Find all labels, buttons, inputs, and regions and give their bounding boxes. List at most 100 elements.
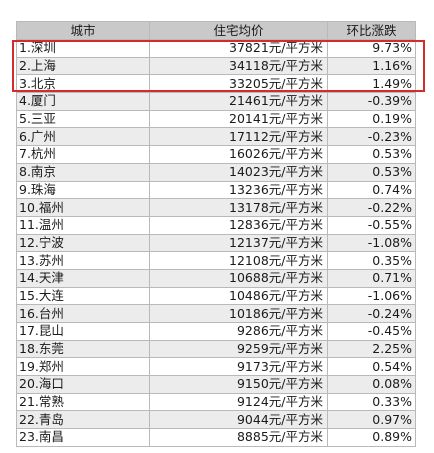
price-table-container: 城市 住宅均价 环比涨跌 1.深圳 37821元/平方米 9.73% 2.上海 3411… (16, 21, 416, 447)
header-city: 城市 (16, 21, 150, 40)
change-cell: 0.53% (327, 162, 416, 182)
table-row: 10.福州 13178元/平方米 -0.22% (16, 198, 416, 217)
change-cell: 0.54% (327, 357, 416, 377)
change-cell: -1.08% (327, 233, 416, 253)
change-cell: -0.23% (327, 127, 416, 147)
table-row: 2.上海 34118元/平方米 1.16% (16, 56, 416, 76)
table-row: 20.海口 9150元/平方米 0.08% (16, 375, 416, 394)
table-header: 城市 住宅均价 环比涨跌 (16, 21, 416, 40)
city-cell: 10.福州 (16, 198, 150, 217)
price-cell: 9150元/平方米 (149, 375, 328, 394)
city-cell: 14.天津 (16, 268, 150, 288)
table-row: 21.常熟 9124元/平方米 0.33% (16, 392, 416, 412)
city-cell: 13.苏州 (16, 251, 150, 270)
change-cell: 0.33% (327, 392, 416, 412)
change-cell: 9.73% (327, 39, 416, 58)
city-cell: 15.大连 (16, 286, 150, 306)
price-cell: 14023元/平方米 (149, 162, 328, 182)
change-cell: -0.22% (327, 198, 416, 217)
city-cell: 16.台州 (16, 304, 150, 323)
table-row: 16.台州 10186元/平方米 -0.24% (16, 304, 416, 323)
table-row: 9.珠海 13236元/平方米 0.74% (16, 180, 416, 200)
table-row: 5.三亚 20141元/平方米 0.19% (16, 109, 416, 129)
price-cell: 37821元/平方米 (149, 39, 328, 58)
change-cell: -1.06% (327, 286, 416, 306)
price-cell: 13236元/平方米 (149, 180, 328, 200)
city-cell: 11.温州 (16, 215, 150, 235)
table-row: 8.南京 14023元/平方米 0.53% (16, 162, 416, 182)
change-cell: -0.45% (327, 322, 416, 341)
city-cell: 4.厦门 (16, 92, 150, 111)
city-cell: 7.杭州 (16, 145, 150, 164)
housing-price-table: 城市 住宅均价 环比涨跌 1.深圳 37821元/平方米 9.73% 2.上海 3411… (16, 21, 416, 447)
change-cell: 0.71% (327, 268, 416, 288)
price-cell: 12137元/平方米 (149, 233, 328, 253)
table-row: 11.温州 12836元/平方米 -0.55% (16, 215, 416, 235)
change-cell: 1.49% (327, 74, 416, 94)
table-row: 15.大连 10486元/平方米 -1.06% (16, 286, 416, 306)
price-cell: 17112元/平方米 (149, 127, 328, 147)
change-cell: 0.35% (327, 251, 416, 270)
city-cell: 3.北京 (16, 74, 150, 94)
price-cell: 9259元/平方米 (149, 339, 328, 359)
table-row: 14.天津 10688元/平方米 0.71% (16, 268, 416, 288)
price-cell: 10186元/平方米 (149, 304, 328, 323)
city-cell: 9.珠海 (16, 180, 150, 200)
change-cell: 0.97% (327, 410, 416, 430)
price-cell: 33205元/平方米 (149, 74, 328, 94)
city-cell: 5.三亚 (16, 109, 150, 129)
price-cell: 9286元/平方米 (149, 322, 328, 341)
table-row: 23.南昌 8885元/平方米 0.89% (16, 428, 416, 447)
table-row: 6.广州 17112元/平方米 -0.23% (16, 127, 416, 147)
table-row: 12.宁波 12137元/平方米 -1.08% (16, 233, 416, 253)
change-cell: 0.19% (327, 109, 416, 129)
city-cell: 1.深圳 (16, 39, 150, 58)
city-cell: 23.南昌 (16, 428, 150, 447)
price-cell: 34118元/平方米 (149, 56, 328, 76)
city-cell: 20.海口 (16, 375, 150, 394)
table-row: 22.青岛 9044元/平方米 0.97% (16, 410, 416, 430)
table-body: 1.深圳 37821元/平方米 9.73% 2.上海 34118元/平方米 1.16% 3.… (16, 39, 416, 447)
price-cell: 9173元/平方米 (149, 357, 328, 377)
change-cell: 0.74% (327, 180, 416, 200)
price-cell: 21461元/平方米 (149, 92, 328, 111)
change-cell: 0.08% (327, 375, 416, 394)
table-row: 3.北京 33205元/平方米 1.49% (16, 74, 416, 94)
price-cell: 13178元/平方米 (149, 198, 328, 217)
price-cell: 9124元/平方米 (149, 392, 328, 412)
price-cell: 9044元/平方米 (149, 410, 328, 430)
price-cell: 8885元/平方米 (149, 428, 328, 447)
table-row: 4.厦门 21461元/平方米 -0.39% (16, 92, 416, 111)
header-row: 城市 住宅均价 环比涨跌 (16, 21, 416, 40)
table-row: 17.昆山 9286元/平方米 -0.45% (16, 322, 416, 341)
change-cell: 0.53% (327, 145, 416, 164)
table-row: 7.杭州 16026元/平方米 0.53% (16, 145, 416, 164)
city-cell: 8.南京 (16, 162, 150, 182)
table-row: 13.苏州 12108元/平方米 0.35% (16, 251, 416, 270)
city-cell: 21.常熟 (16, 392, 150, 412)
price-cell: 16026元/平方米 (149, 145, 328, 164)
header-price: 住宅均价 (149, 21, 328, 40)
header-change: 环比涨跌 (327, 21, 416, 40)
price-cell: 10486元/平方米 (149, 286, 328, 306)
change-cell: -0.24% (327, 304, 416, 323)
table-row: 19.郑州 9173元/平方米 0.54% (16, 357, 416, 377)
table-row: 1.深圳 37821元/平方米 9.73% (16, 39, 416, 58)
change-cell: 0.89% (327, 428, 416, 447)
price-cell: 10688元/平方米 (149, 268, 328, 288)
city-cell: 6.广州 (16, 127, 150, 147)
city-cell: 19.郑州 (16, 357, 150, 377)
city-cell: 22.青岛 (16, 410, 150, 430)
price-cell: 12836元/平方米 (149, 215, 328, 235)
change-cell: -0.39% (327, 92, 416, 111)
price-cell: 20141元/平方米 (149, 109, 328, 129)
price-cell: 12108元/平方米 (149, 251, 328, 270)
change-cell: -0.55% (327, 215, 416, 235)
city-cell: 17.昆山 (16, 322, 150, 341)
city-cell: 12.宁波 (16, 233, 150, 253)
city-cell: 18.东莞 (16, 339, 150, 359)
table-row: 18.东莞 9259元/平方米 2.25% (16, 339, 416, 359)
change-cell: 2.25% (327, 339, 416, 359)
city-cell: 2.上海 (16, 56, 150, 76)
change-cell: 1.16% (327, 56, 416, 76)
